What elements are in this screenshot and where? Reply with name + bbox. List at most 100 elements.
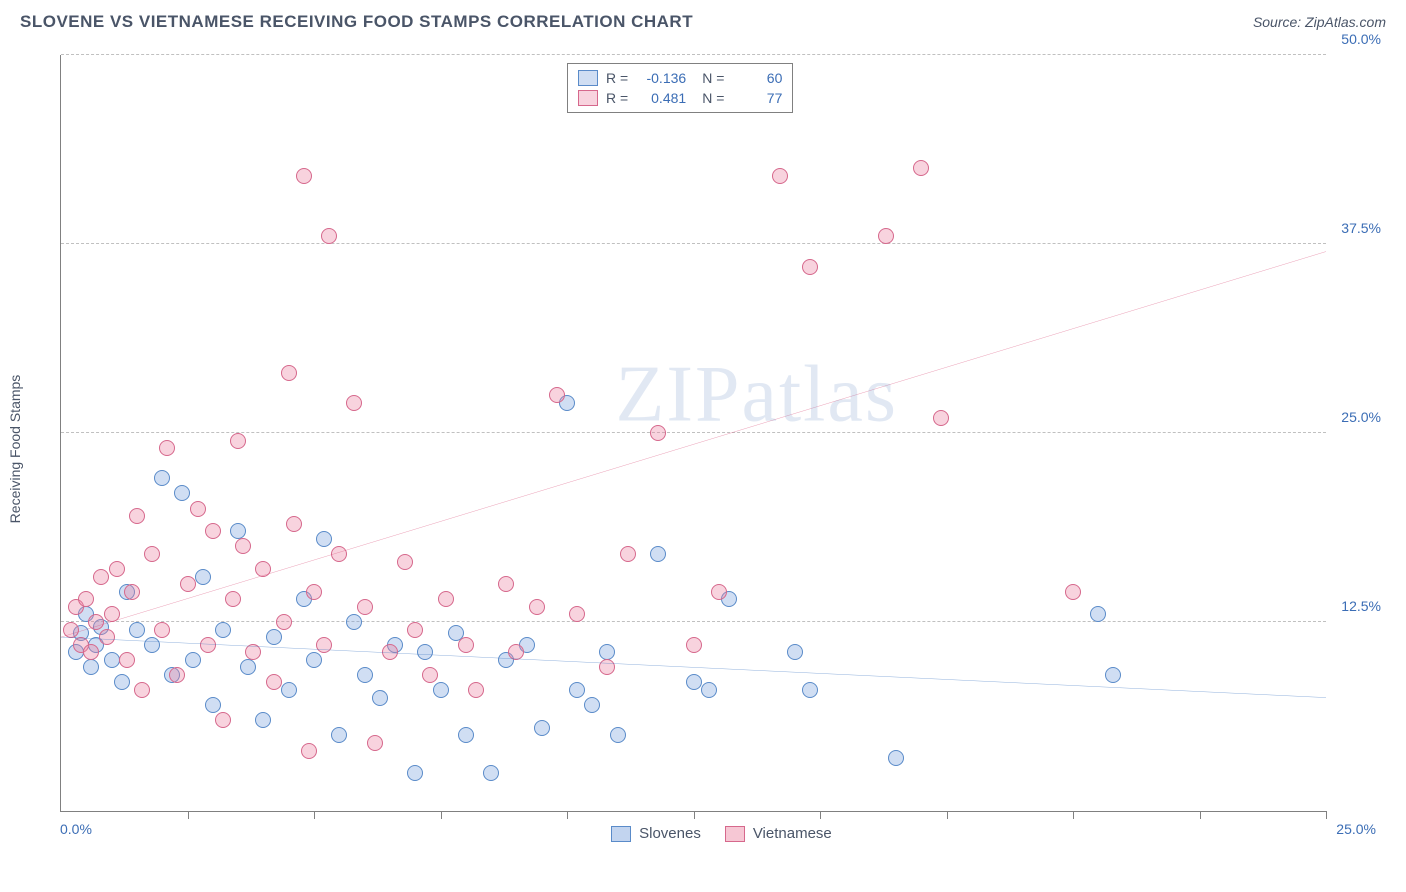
x-tick [820,811,821,819]
x-tick [1326,811,1327,819]
data-point [83,659,99,675]
data-point [498,576,514,592]
data-point [88,614,104,630]
data-point [433,682,449,698]
data-point [650,546,666,562]
data-point [169,667,185,683]
gridline [61,621,1326,622]
data-point [372,690,388,706]
data-point [266,629,282,645]
chart-area: Receiving Food Stamps ZIPatlas R =-0.136… [50,45,1386,852]
data-point [331,727,347,743]
data-point [154,622,170,638]
data-point [124,584,140,600]
data-point [83,644,99,660]
data-point [301,743,317,759]
data-point [255,712,271,728]
data-point [787,644,803,660]
trend-lines [61,55,1326,811]
legend-n-value: 77 [732,90,782,106]
x-tick [441,811,442,819]
gridline [61,54,1326,55]
data-point [104,652,120,668]
data-point [346,395,362,411]
legend-item: Slovenes [611,825,701,842]
data-point [468,682,484,698]
data-point [154,470,170,486]
data-point [772,168,788,184]
legend-r-value: -0.136 [636,70,686,86]
data-point [610,727,626,743]
data-point [255,561,271,577]
data-point [205,523,221,539]
data-point [584,697,600,713]
data-point [205,697,221,713]
data-point [306,584,322,600]
data-point [549,387,565,403]
data-point [357,667,373,683]
data-point [114,674,130,690]
data-point [382,644,398,660]
data-point [650,425,666,441]
data-point [534,720,550,736]
data-point [599,659,615,675]
data-point [316,637,332,653]
data-point [63,622,79,638]
legend-r-value: 0.481 [636,90,686,106]
x-tick [1200,811,1201,819]
data-point [144,637,160,653]
data-point [185,652,201,668]
data-point [93,569,109,585]
data-point [888,750,904,766]
legend-swatch [578,90,598,106]
series-legend: SlovenesVietnamese [611,825,832,842]
data-point [109,561,125,577]
data-point [569,606,585,622]
legend-n-label: N = [702,70,724,86]
data-point [230,523,246,539]
data-point [306,652,322,668]
data-point [422,667,438,683]
data-point [620,546,636,562]
data-point [119,652,135,668]
legend-stat-row: R =-0.136N =60 [578,68,782,88]
data-point [99,629,115,645]
trend-line [61,252,1326,638]
data-point [129,508,145,524]
x-tick [314,811,315,819]
data-point [129,622,145,638]
data-point [1065,584,1081,600]
data-point [367,735,383,751]
data-point [508,644,524,660]
stats-legend: R =-0.136N =60R =0.481N =77 [567,63,793,113]
legend-swatch [578,70,598,86]
data-point [180,576,196,592]
data-point [159,440,175,456]
data-point [235,538,251,554]
chart-title: SLOVENE VS VIETNAMESE RECEIVING FOOD STA… [20,12,693,32]
data-point [933,410,949,426]
data-point [266,674,282,690]
data-point [569,682,585,698]
gridline [61,243,1326,244]
chart-source: Source: ZipAtlas.com [1253,14,1386,30]
data-point [230,433,246,449]
data-point [407,622,423,638]
data-point [913,160,929,176]
data-point [240,659,256,675]
legend-r-label: R = [606,70,628,86]
x-tick [567,811,568,819]
data-point [78,591,94,607]
data-point [174,485,190,501]
data-point [407,765,423,781]
data-point [321,228,337,244]
y-tick-label: 25.0% [1341,409,1381,425]
data-point [599,644,615,660]
legend-r-label: R = [606,90,628,106]
data-point [458,727,474,743]
legend-stat-row: R =0.481N =77 [578,88,782,108]
data-point [878,228,894,244]
y-tick-label: 37.5% [1341,220,1381,236]
data-point [195,569,211,585]
data-point [686,674,702,690]
